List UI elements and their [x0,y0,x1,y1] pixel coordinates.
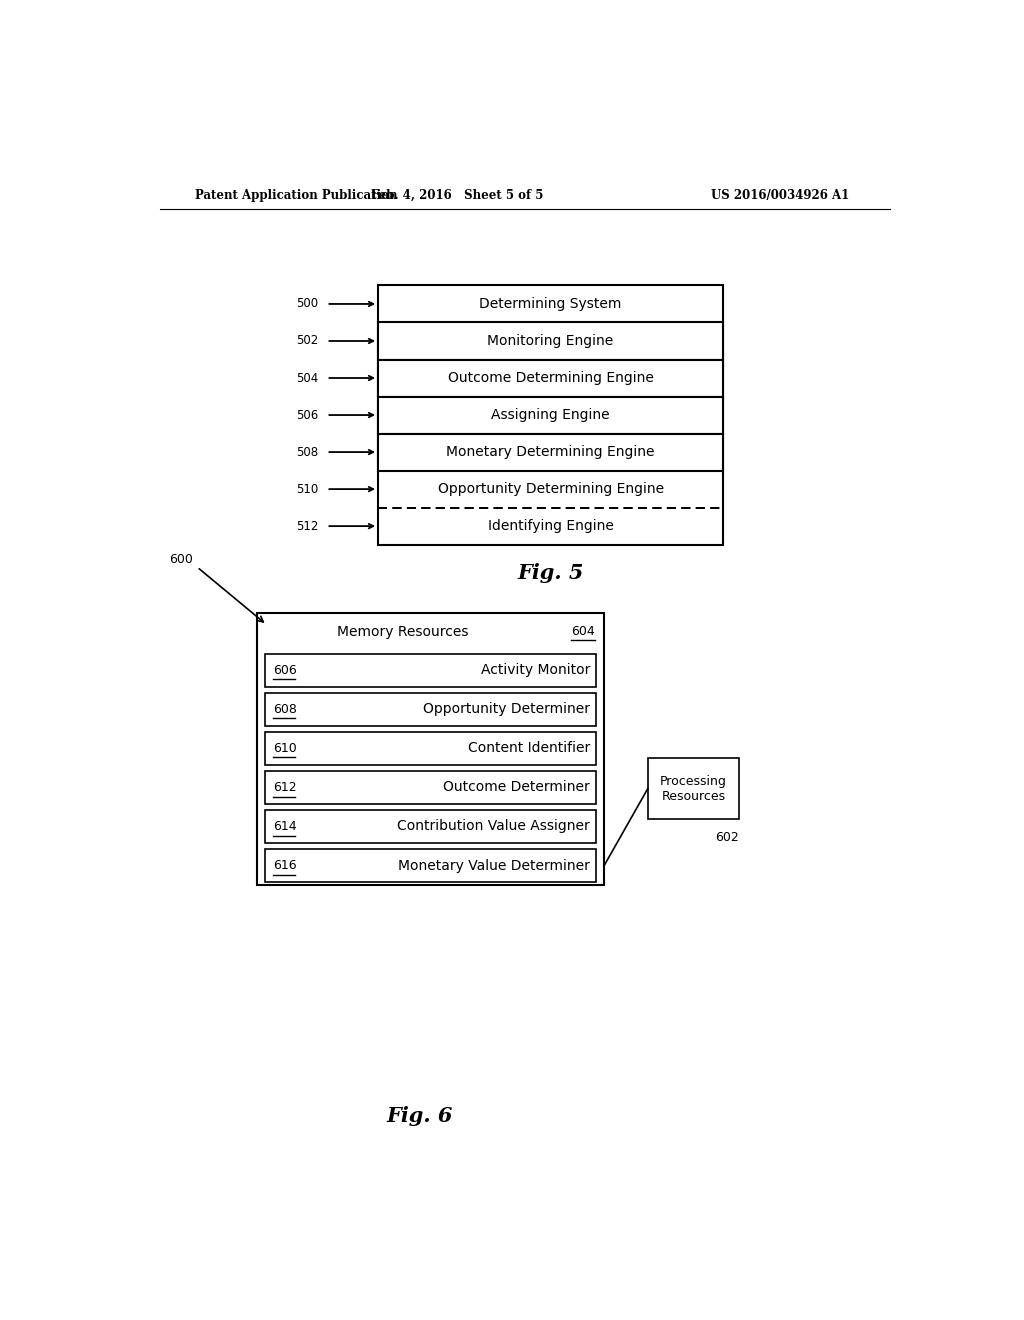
Text: 606: 606 [273,664,297,677]
Text: Assigning Engine: Assigning Engine [492,408,610,422]
Text: Memory Resources: Memory Resources [337,624,469,639]
Text: 502: 502 [296,334,318,347]
Bar [378,285,723,545]
Text: 604: 604 [571,626,595,638]
Text: 602: 602 [716,830,739,843]
Text: Determining System: Determining System [479,297,622,312]
Text: 504: 504 [296,371,318,384]
Bar [257,612,604,886]
Bar [378,359,723,396]
Text: Outcome Determining Engine: Outcome Determining Engine [447,371,653,385]
Bar [378,396,723,433]
Text: Patent Application Publication: Patent Application Publication [196,189,398,202]
Bar [265,849,596,882]
Text: Opportunity Determining Engine: Opportunity Determining Engine [437,482,664,496]
Bar [648,758,739,818]
Text: Feb. 4, 2016   Sheet 5 of 5: Feb. 4, 2016 Sheet 5 of 5 [371,189,544,202]
Text: 510: 510 [296,483,318,495]
Bar [265,653,596,686]
Text: Fig. 6: Fig. 6 [386,1106,453,1126]
Text: Identifying Engine: Identifying Engine [487,519,613,533]
Text: 512: 512 [296,520,318,532]
Text: 616: 616 [273,859,297,873]
Text: Monetary Value Determiner: Monetary Value Determiner [398,858,590,873]
Text: Processing
Resources: Processing Resources [660,775,727,803]
Text: Fig. 5: Fig. 5 [518,564,584,583]
Text: Content Identifier: Content Identifier [468,742,590,755]
Text: 500: 500 [296,297,318,310]
Text: Monetary Determining Engine: Monetary Determining Engine [446,445,654,459]
Text: 614: 614 [273,820,297,833]
Bar [265,771,596,804]
Bar [378,322,723,359]
Text: Activity Monitor: Activity Monitor [480,663,590,677]
Bar [378,433,723,471]
Bar [265,731,596,764]
Text: 612: 612 [273,781,297,793]
Text: Monitoring Engine: Monitoring Engine [487,334,613,348]
Bar [265,810,596,843]
Text: 506: 506 [296,409,318,421]
Text: 610: 610 [273,742,297,755]
Bar [265,693,596,726]
Text: 508: 508 [296,446,318,458]
Text: US 2016/0034926 A1: US 2016/0034926 A1 [712,189,850,202]
Text: 600: 600 [169,553,194,566]
Text: 608: 608 [273,702,297,715]
Text: Opportunity Determiner: Opportunity Determiner [423,702,590,717]
Text: Outcome Determiner: Outcome Determiner [443,780,590,795]
Text: Contribution Value Assigner: Contribution Value Assigner [397,820,590,833]
